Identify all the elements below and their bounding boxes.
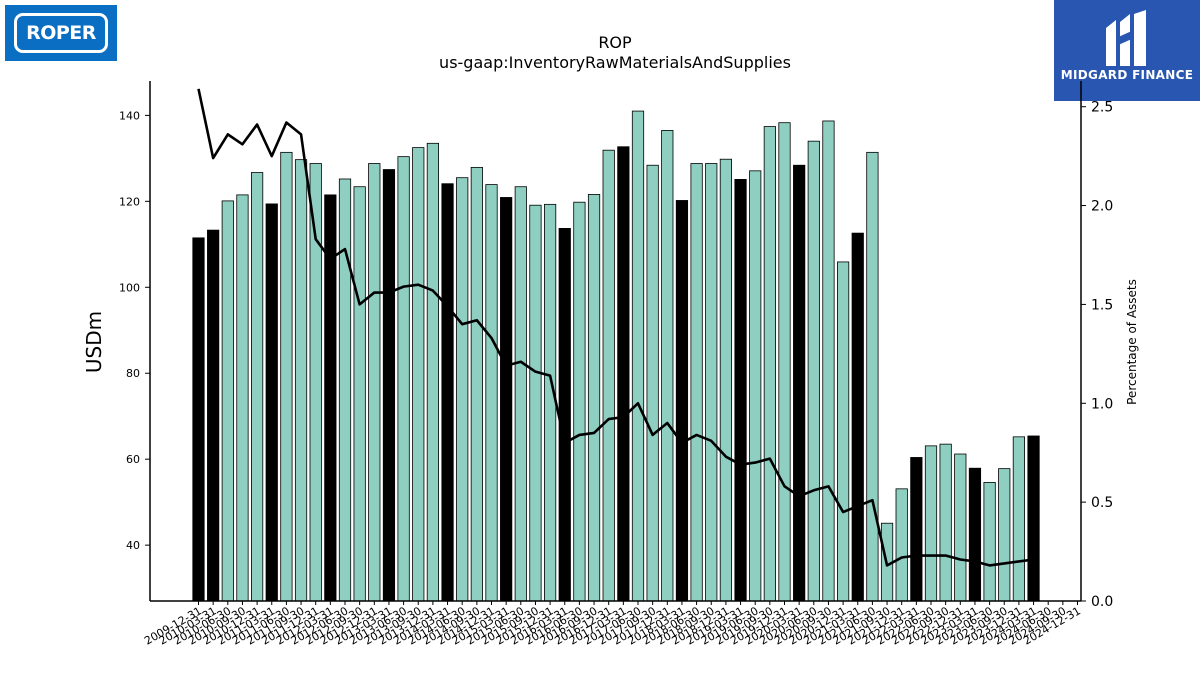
- y2-tick-label: 0.5: [1091, 495, 1113, 511]
- bar-quarterly: [998, 468, 1011, 602]
- y2-axis-ticks: 0.0 0.5 1.0 1.5 2.0 2.5: [1081, 100, 1113, 610]
- bar-annual: [793, 164, 806, 602]
- bar-annual: [851, 232, 864, 602]
- bar-quarterly: [309, 163, 322, 602]
- chart-title: ROP: [598, 33, 632, 52]
- bar-quarterly: [397, 156, 410, 602]
- bar-quarterly: [485, 184, 498, 602]
- bar-quarterly: [573, 201, 586, 602]
- bar-quarterly: [661, 130, 674, 602]
- bar-quarterly: [470, 166, 483, 602]
- midgard-finance-logo: MIDGARD FINANCE: [1054, 0, 1200, 101]
- midgard-m-icon: [1106, 10, 1146, 66]
- bar-annual: [910, 457, 923, 602]
- pct-of-assets-line-series: [197, 88, 1034, 567]
- bar-series: [192, 110, 1040, 602]
- bar-annual: [382, 169, 396, 602]
- bar-annual: [675, 200, 689, 602]
- bar-annual: [617, 146, 630, 602]
- bar-quarterly: [338, 178, 352, 602]
- y2-tick-label: 1.5: [1091, 297, 1113, 313]
- bar-quarterly: [221, 200, 234, 602]
- y-tick-label: 100: [119, 281, 140, 294]
- bar-annual: [558, 227, 571, 602]
- bar-annual: [441, 183, 454, 602]
- y2-tick-label: 1.0: [1091, 396, 1113, 412]
- bar-quarterly: [412, 147, 425, 602]
- y-tick-label: 140: [119, 109, 140, 122]
- bar-quarterly: [236, 194, 249, 602]
- bar-quarterly: [529, 204, 542, 602]
- bar-quarterly: [822, 120, 835, 602]
- bar-quarterly: [456, 177, 469, 602]
- y-tick-label: 60: [126, 453, 140, 466]
- bar-quarterly: [602, 149, 615, 602]
- roper-logo-text: ROPER: [26, 22, 96, 44]
- y2-tick-label: 2.0: [1091, 199, 1113, 215]
- pct-of-assets-line: [197, 88, 1034, 567]
- bar-annual: [1027, 435, 1040, 602]
- y2-axis-label: Percentage of Assets: [1125, 279, 1139, 405]
- bar-quarterly: [763, 126, 776, 602]
- bar-quarterly: [690, 163, 703, 602]
- bar-annual: [734, 179, 747, 602]
- bar-quarterly: [719, 158, 733, 602]
- bar-quarterly: [939, 443, 952, 602]
- bar-quarterly: [544, 203, 557, 602]
- bar-quarterly: [250, 172, 264, 602]
- midgard-finance-wordmark: MIDGARD FINANCE: [1060, 68, 1194, 82]
- bar-quarterly: [426, 142, 440, 602]
- axes: [149, 81, 1082, 602]
- bar-annual: [192, 237, 205, 602]
- roper-logo: ROPER: [5, 5, 117, 61]
- bar-annual: [968, 467, 982, 602]
- y-axis-label: USDm: [82, 311, 106, 373]
- bar-quarterly: [1012, 436, 1026, 602]
- y-axis-ticks: 40 60 80 100 120 140: [119, 109, 150, 552]
- bar-annual: [500, 197, 513, 602]
- bar-quarterly: [368, 163, 381, 602]
- bar-annual: [265, 203, 278, 602]
- bar-quarterly: [983, 481, 996, 602]
- y-tick-label: 120: [119, 195, 140, 208]
- x-axis-ticks: 2009-12-312010-03-312010-06-302010-09-30…: [142, 601, 1083, 648]
- bar-quarterly: [587, 194, 601, 602]
- bar-quarterly: [924, 445, 938, 602]
- bar-quarterly: [837, 261, 850, 602]
- bar-quarterly: [778, 122, 791, 602]
- y2-tick-label: 0.0: [1091, 594, 1113, 610]
- bar-quarterly: [280, 151, 293, 602]
- bar-quarterly: [353, 186, 366, 602]
- bar-quarterly: [294, 159, 308, 602]
- bar-quarterly: [866, 151, 879, 602]
- roper-logo-frame: ROPER: [14, 13, 108, 53]
- bar-annual: [207, 229, 220, 602]
- bar-quarterly: [749, 170, 762, 602]
- bar-quarterly: [514, 186, 527, 602]
- bar-quarterly: [646, 164, 659, 602]
- chart-subtitle: us-gaap:InventoryRawMaterialsAndSupplies: [439, 53, 791, 72]
- bar-quarterly: [705, 163, 718, 602]
- y-tick-label: 80: [126, 367, 140, 380]
- y-tick-label: 40: [126, 539, 140, 552]
- bar-quarterly: [807, 140, 820, 602]
- bar-quarterly: [631, 110, 645, 602]
- bar-quarterly: [895, 488, 908, 602]
- y2-tick-label: 2.5: [1091, 100, 1113, 116]
- bar-quarterly: [954, 453, 967, 602]
